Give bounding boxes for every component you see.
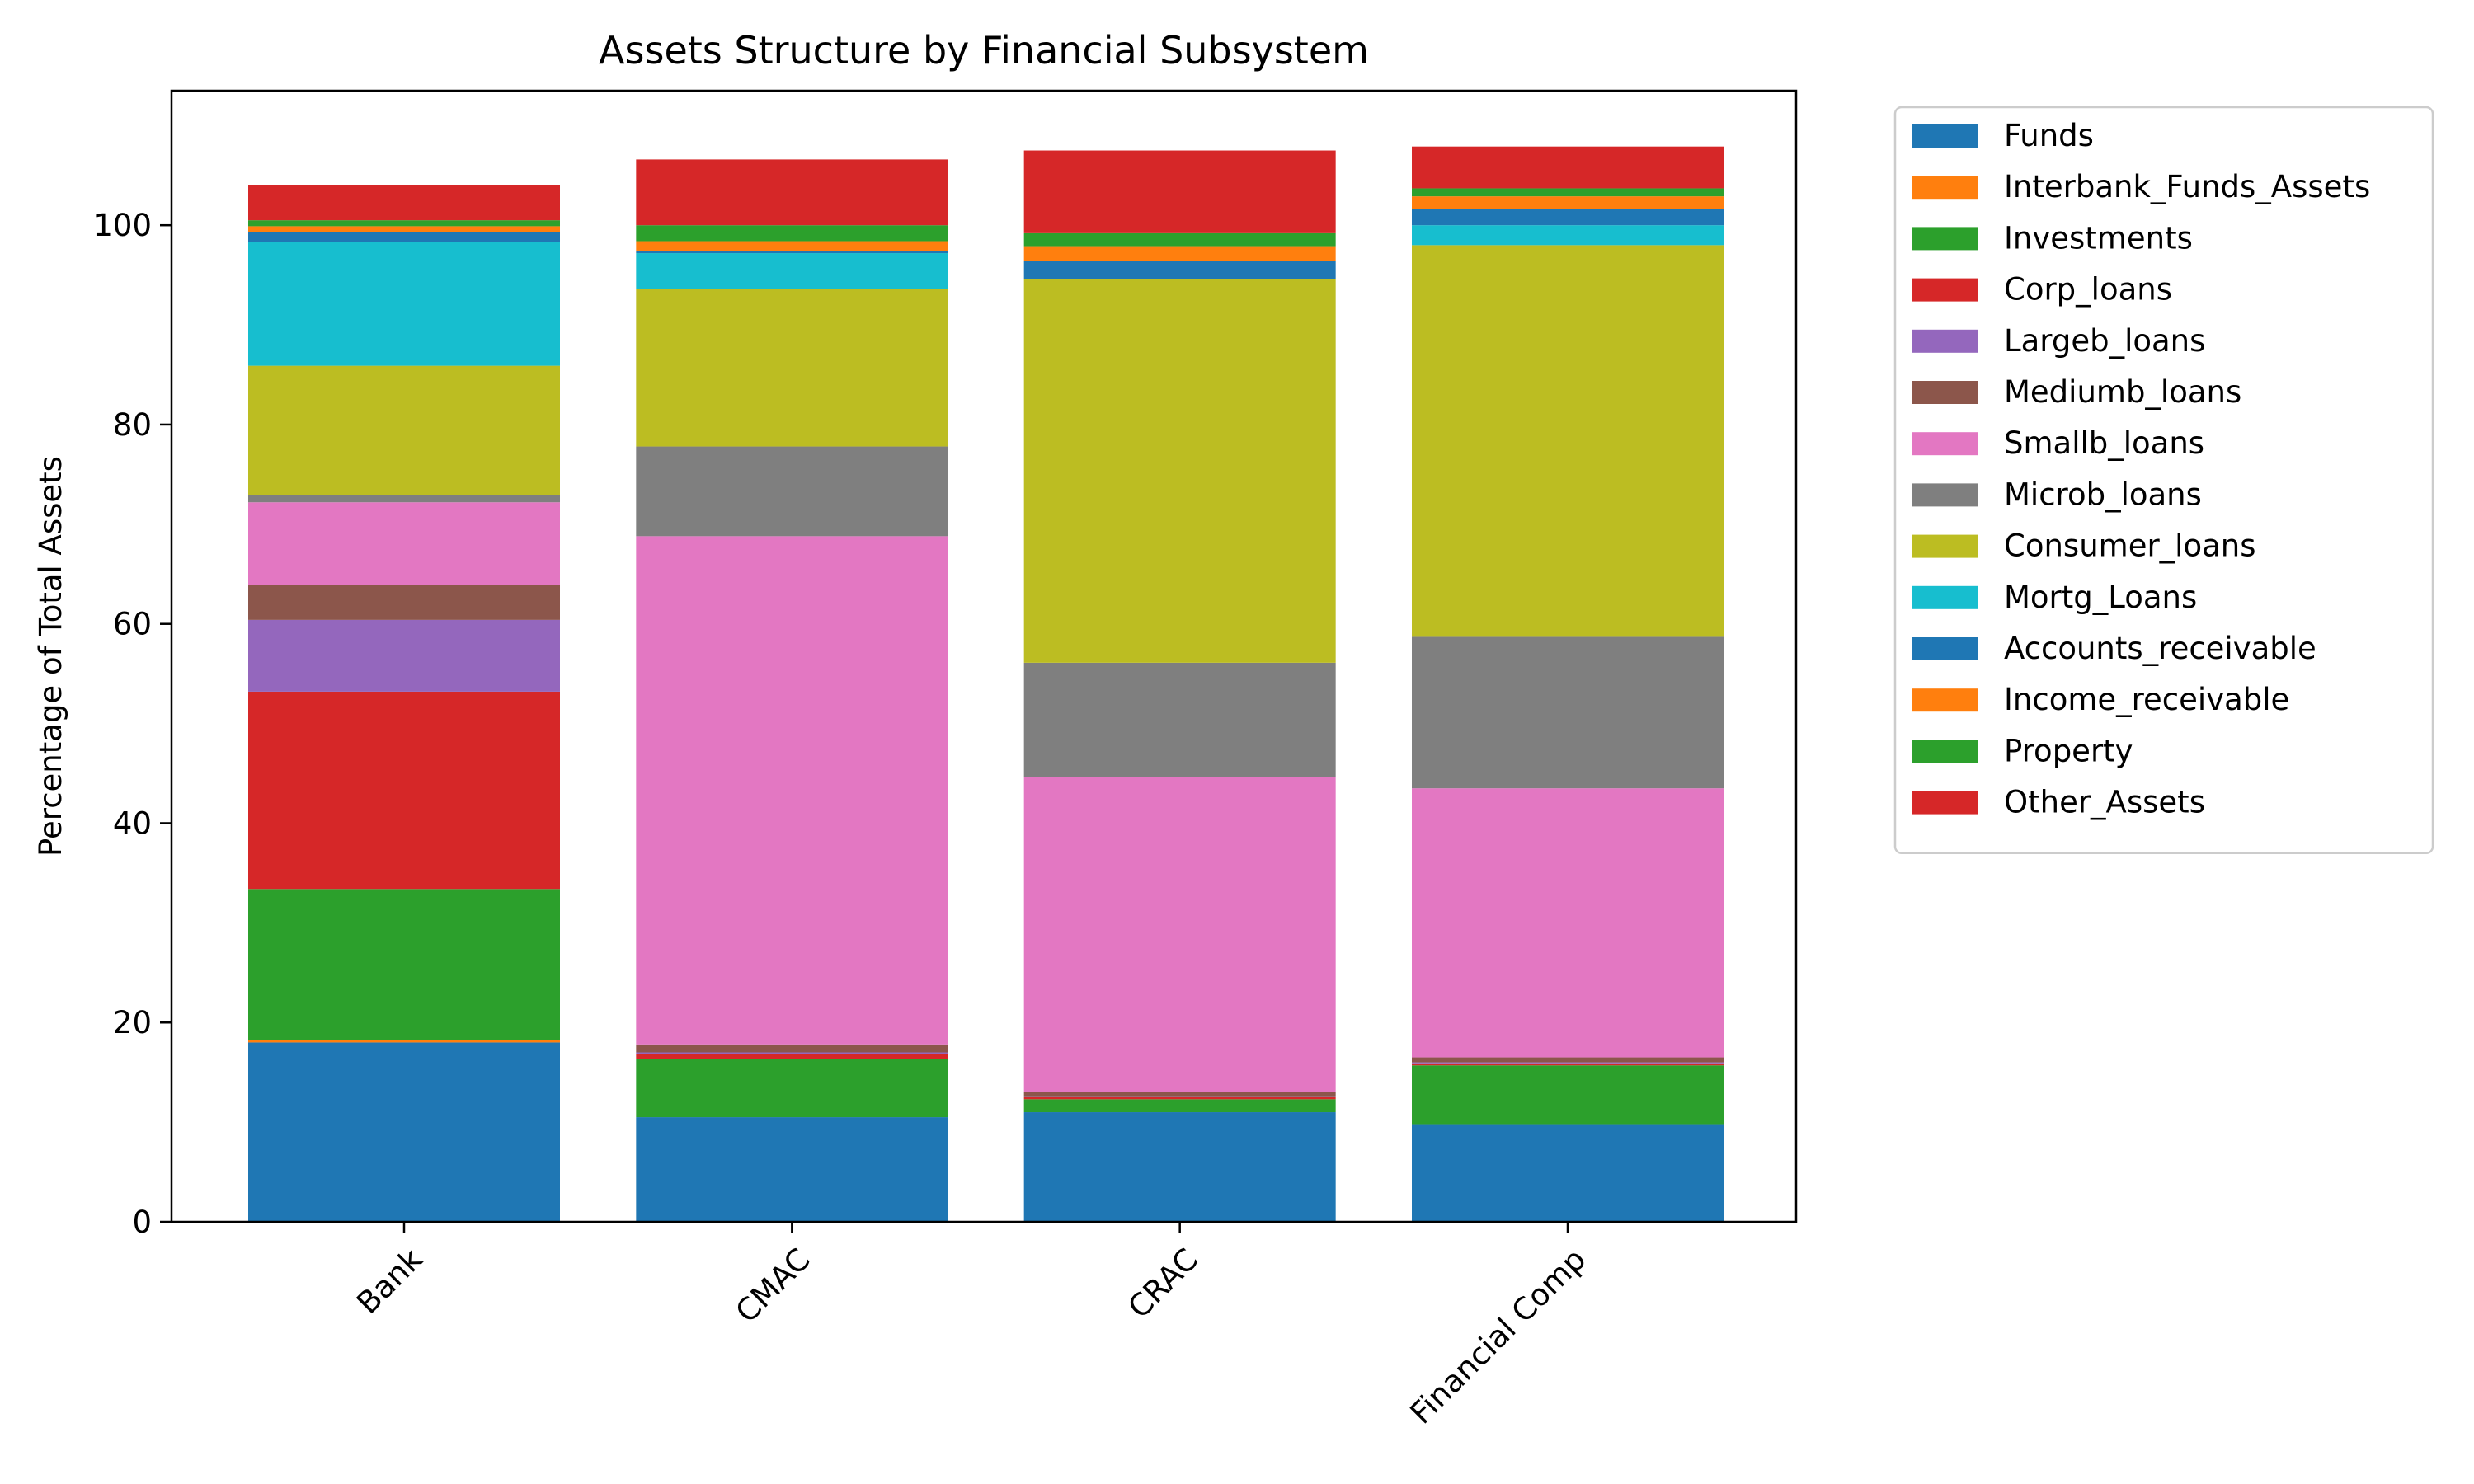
chart-title: Assets Structure by Financial Subsystem	[599, 28, 1369, 73]
legend-swatch	[1912, 791, 1978, 815]
legend-label: Mortg_Loans	[2004, 580, 2197, 615]
legend-label: Interbank_Funds_Assets	[2004, 169, 2370, 204]
bar-segment-0-1	[248, 1040, 560, 1043]
bar-segment-1-9	[636, 253, 948, 289]
y-tick-label: 20	[113, 1005, 152, 1040]
bar-segment-0-9	[248, 242, 560, 366]
legend-label: Smallb_loans	[2004, 425, 2204, 461]
legend-label: Mediumb_loans	[2004, 374, 2241, 410]
bar-segment-0-7	[248, 495, 560, 503]
bar-segment-3-13	[1412, 146, 1724, 189]
bar-segment-1-3	[636, 1054, 948, 1059]
y-tick-label: 0	[132, 1205, 152, 1240]
bar-segment-3-11	[1412, 196, 1724, 209]
bar-segment-1-4	[636, 1052, 948, 1054]
legend-swatch	[1912, 329, 1978, 353]
y-axis-label: Percentage of Total Assets	[33, 456, 68, 857]
bar-segment-0-3	[248, 691, 560, 890]
bar-segment-0-13	[248, 185, 560, 221]
legend: Funds Interbank_Funds_Assets Investments Co…	[1893, 106, 2434, 855]
bar-segment-3-9	[1412, 225, 1724, 246]
y-tick-label: 80	[113, 407, 152, 443]
bar-segment-0-8	[248, 365, 560, 495]
bar-segment-3-3	[1412, 1063, 1724, 1066]
bar-segment-3-5	[1412, 1057, 1724, 1063]
legend-label: Microb_loans	[2004, 477, 2202, 512]
legend-label: Corp_loans	[2004, 272, 2172, 308]
plot-frame	[170, 89, 1798, 1223]
bar-segment-1-10	[636, 251, 948, 254]
bar-segment-2-13	[1023, 150, 1336, 233]
bar-segment-2-8	[1023, 279, 1336, 663]
legend-swatch	[1912, 227, 1978, 251]
bar-segment-2-10	[1023, 261, 1336, 279]
bar-segment-3-6	[1412, 788, 1724, 1058]
bar-segment-2-0	[1023, 1112, 1336, 1222]
legend-swatch	[1912, 278, 1978, 302]
bar-segment-1-13	[636, 159, 948, 226]
bar-segment-0-12	[248, 220, 560, 227]
bar-segment-1-6	[636, 536, 948, 1045]
bar-segment-0-11	[248, 226, 560, 232]
legend-label: Property	[2004, 733, 2133, 768]
bar-segment-2-3	[1023, 1097, 1336, 1100]
bar-segment-1-0	[636, 1117, 948, 1222]
y-tick-label: 100	[93, 208, 152, 243]
bar-segment-0-4	[248, 619, 560, 692]
bar-segment-3-10	[1412, 209, 1724, 226]
y-tick-label: 60	[113, 607, 152, 642]
bar-segment-3-4	[1412, 1062, 1724, 1064]
legend-swatch	[1912, 637, 1978, 660]
legend-swatch	[1912, 483, 1978, 507]
bar-segment-1-7	[636, 446, 948, 537]
bar-segment-1-2	[636, 1059, 948, 1118]
bar-segment-1-12	[636, 225, 948, 242]
bar-segment-3-12	[1412, 188, 1724, 197]
legend-swatch	[1912, 740, 1978, 763]
legend-label: Investments	[2004, 220, 2193, 256]
legend-swatch	[1912, 432, 1978, 456]
bar-segment-2-2	[1023, 1099, 1336, 1113]
y-tick-label: 40	[113, 805, 152, 841]
legend-label: Income_receivable	[2004, 682, 2289, 717]
legend-swatch	[1912, 534, 1978, 558]
legend-label: Other_Assets	[2004, 785, 2205, 820]
legend-label: Funds	[2004, 118, 2094, 153]
legend-label: Largeb_loans	[2004, 323, 2205, 359]
bar-segment-1-11	[636, 241, 948, 251]
bar-segment-0-5	[248, 585, 560, 620]
bar-segment-3-7	[1412, 636, 1724, 789]
bar-segment-2-7	[1023, 662, 1336, 777]
legend-box	[1893, 106, 2434, 855]
y-axis: 0 20 40 60 80 100	[93, 208, 172, 1240]
legend-swatch	[1912, 381, 1978, 404]
bar-segment-2-5	[1023, 1092, 1336, 1097]
bar-segment-3-2	[1412, 1065, 1724, 1125]
bars-layer	[248, 146, 1724, 1222]
legend-label: Consumer_loans	[2004, 528, 2256, 564]
bar-segment-1-8	[636, 289, 948, 447]
legend-swatch	[1912, 124, 1978, 148]
bar-segment-1-5	[636, 1044, 948, 1053]
bar-segment-3-0	[1412, 1124, 1724, 1222]
bar-segment-2-12	[1023, 232, 1336, 247]
bar-segment-0-6	[248, 502, 560, 585]
bar-segment-2-11	[1023, 246, 1336, 261]
legend-label: Accounts_receivable	[2004, 631, 2316, 666]
legend-swatch	[1912, 585, 1978, 609]
bar-segment-0-2	[248, 889, 560, 1040]
legend-swatch	[1912, 688, 1978, 712]
bar-segment-0-10	[248, 232, 560, 242]
legend-swatch	[1912, 176, 1978, 200]
bar-segment-2-6	[1023, 777, 1336, 1092]
bar-segment-3-8	[1412, 245, 1724, 637]
bar-segment-0-0	[248, 1042, 560, 1222]
